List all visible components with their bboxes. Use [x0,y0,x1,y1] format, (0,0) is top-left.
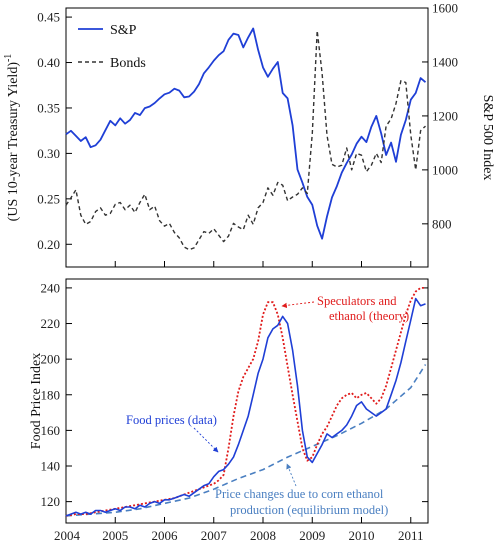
bottom-y-tick-label: 180 [41,387,61,402]
annotation-equilibrium-line2: production (equilibrium model) [230,503,388,517]
left-axis-label-main: (US 10-year Treasury Yield) [6,62,21,222]
annotation-speculators-line2: ethanol (theory) [329,309,409,323]
bottom-x-tick-label: 2005 [102,528,128,543]
bonds-line [65,30,426,251]
right-tick-label: 1400 [432,54,458,69]
bottom-chart-frame [65,278,429,524]
annotation-speculators-line1: Speculators and [317,294,397,308]
bottom-x-tick-label: 2008 [250,528,276,543]
bottom-y-tick-label: 220 [41,316,61,331]
bottom-y-tick-label: 140 [41,459,61,474]
bottom-x-tick-label: 2011 [398,528,424,543]
bottom-x-tick-label: 2009 [299,528,325,543]
top-chart-series [65,27,427,251]
left-tick-label: 0.30 [37,146,60,161]
annotation-speculators-arrow [281,301,315,309]
top-legend: S&P Bonds [78,23,146,71]
speculators-theory-line [65,286,426,517]
top-chart-ticks: 0.20 0.25 0.30 0.35 0.40 0.45 800 1000 1200 1400 1… [37,1,458,267]
bottom-x-tick-label: 2004 [54,528,81,543]
annotation-equilibrium-line1: Price changes due to corn ethanol [215,487,384,501]
left-tick-label: 0.35 [37,100,60,115]
equilibrium-model-line [65,364,427,517]
bottom-y-axis-label: Food Price Index [29,353,44,449]
annotation-equilibrium-arrow [286,463,297,487]
left-tick-label: 0.45 [37,10,60,25]
food-price-line [65,297,426,517]
left-axis-label: (US 10-year Treasury Yield)-1 [3,54,21,222]
annotation-food-prices-arrow [193,427,219,453]
top-chart-frame [65,7,429,268]
legend-label-bonds: Bonds [110,56,146,71]
right-tick-label: 1600 [432,1,458,16]
bottom-y-tick-label: 120 [41,494,61,509]
left-tick-label: 0.40 [37,55,60,70]
right-tick-label: 800 [432,216,452,231]
bottom-y-tick-label: 160 [41,423,61,438]
bottom-y-tick-label: 240 [41,280,61,295]
left-tick-label: 0.25 [37,191,60,206]
bottom-x-tick-label: 2006 [152,528,179,543]
sp-line [65,27,427,240]
left-tick-label: 0.20 [37,237,60,252]
bottom-chart-series [65,286,427,517]
right-tick-label: 1200 [432,108,458,123]
bottom-y-tick-label: 200 [41,352,61,367]
bottom-annotations: Food prices (data) Speculators and ethan… [126,294,409,517]
bottom-chart-ticks: 120 140 160 180 200 220 240 2004 2005 2006 2007 200… [41,280,428,543]
bottom-x-tick-label: 2007 [201,528,228,543]
legend-label-sp: S&P [110,23,137,38]
left-axis-label-superscript: -1 [3,54,14,62]
bottom-chart: 120 140 160 180 200 220 240 2004 2005 2006 2007 200… [29,278,429,543]
annotation-food-prices: Food prices (data) [126,413,217,427]
right-axis-label: S&P 500 Index [480,95,495,181]
right-tick-label: 1000 [432,162,458,177]
bottom-x-tick-label: 2010 [349,528,375,543]
top-chart: 0.20 0.25 0.30 0.35 0.40 0.45 800 1000 1200 1400 1… [3,1,495,268]
